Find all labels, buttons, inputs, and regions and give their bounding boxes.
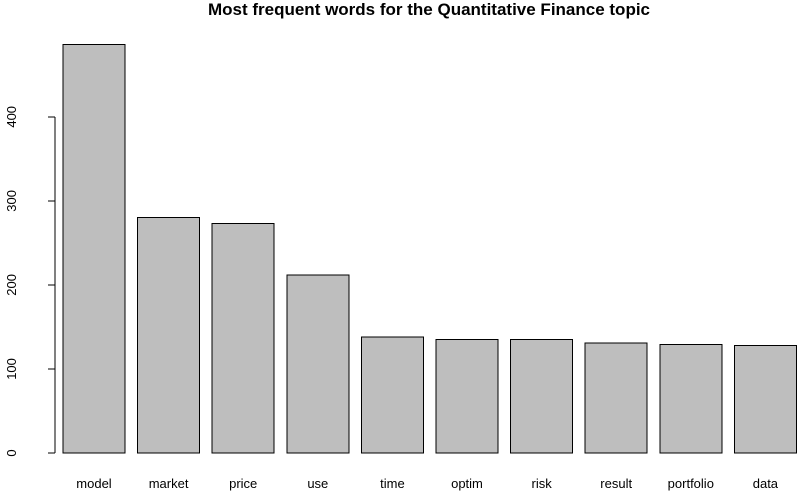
bar-market: [137, 217, 201, 454]
x-tick-label-portfolio: portfolio: [668, 476, 714, 491]
y-tick-label: 100: [4, 358, 19, 380]
bar-data: [733, 344, 797, 454]
y-tick-label: 300: [4, 190, 19, 212]
x-tick-label-data: data: [753, 476, 779, 491]
x-tick-label-risk: risk: [531, 476, 552, 491]
x-tick-label-result: result: [600, 476, 632, 491]
x-tick-label-optim: optim: [451, 476, 483, 491]
x-tick-label-time: time: [380, 476, 405, 491]
bar-result: [584, 342, 648, 454]
bar-optim: [435, 339, 499, 454]
chart-title: Most frequent words for the Quantitative…: [208, 0, 650, 19]
bar-risk: [510, 339, 574, 454]
y-tick-label: 0: [4, 449, 19, 456]
bar-use: [286, 274, 350, 454]
y-tick-label: 400: [4, 106, 19, 128]
bar-model: [62, 44, 126, 454]
y-axis: 0 100 200 300 400: [4, 106, 56, 457]
x-axis-labels: model market price use time optim risk result po…: [76, 476, 779, 491]
bar-price: [211, 223, 275, 454]
bars: [62, 44, 797, 454]
y-tick-label: 200: [4, 274, 19, 296]
x-tick-label-use: use: [307, 476, 328, 491]
x-tick-label-price: price: [229, 476, 257, 491]
x-tick-label-market: market: [149, 476, 189, 491]
x-tick-label-model: model: [76, 476, 112, 491]
bar-portfolio: [659, 344, 723, 454]
bar-time: [360, 336, 424, 454]
